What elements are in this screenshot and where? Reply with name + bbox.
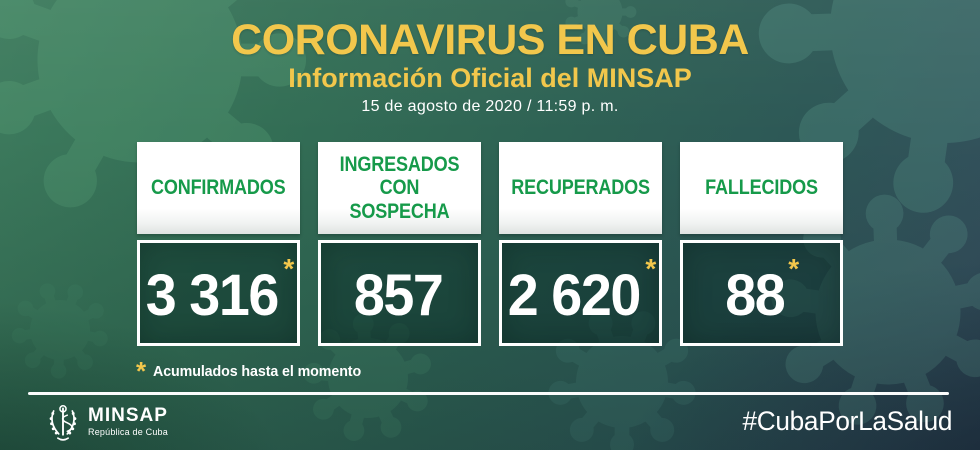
minsap-logo-text: MINSAP República de Cuba xyxy=(88,406,168,438)
confirmados-value-box: 3 316 * xyxy=(137,240,300,346)
page-subtitle: Información Oficial del MINSAP xyxy=(288,63,692,93)
ingresados-value-box: 857 xyxy=(318,240,481,346)
ingresados-label: INGRESADOS CON SOSPECHA xyxy=(339,153,460,223)
minsap-emblem-icon xyxy=(49,405,77,441)
fallecidos-asterisk: * xyxy=(788,253,800,284)
ingresados-value: 857 xyxy=(353,263,444,328)
confirmados-label: CONFIRMADOS xyxy=(151,176,286,200)
stat-card-confirmados: CONFIRMADOS 3 316 * xyxy=(137,142,300,346)
footnote: * Acumulados hasta el momento xyxy=(136,358,372,384)
report-datetime: 15 de agosto de 2020 / 11:59 p. m. xyxy=(361,98,619,115)
recuperados-label: RECUPERADOS xyxy=(511,176,650,200)
hashtag-cuba-por-la-salud: #CubaPorLaSalud xyxy=(742,406,952,436)
recuperados-value: 2 620 xyxy=(507,263,641,328)
footnote-text: Acumulados hasta el momento xyxy=(153,363,362,380)
recuperados-value-box: 2 620 * xyxy=(499,240,662,346)
stat-card-recuperados: RECUPERADOS 2 620 * xyxy=(499,142,662,346)
recuperados-label-box: RECUPERADOS xyxy=(499,142,662,234)
recuperados-asterisk: * xyxy=(645,253,657,284)
header: CORONAVIRUS EN CUBA Información Oficial … xyxy=(0,18,980,115)
fallecidos-value-box: 88 * xyxy=(680,240,843,346)
confirmados-value: 3 316 xyxy=(145,263,279,328)
footnote-asterisk: * xyxy=(136,356,147,386)
confirmados-label-box: CONFIRMADOS xyxy=(137,142,300,234)
confirmados-asterisk: * xyxy=(283,253,295,284)
ingresados-label-box: INGRESADOS CON SOSPECHA xyxy=(318,142,481,234)
minsap-logo: MINSAP República de Cuba xyxy=(46,400,168,444)
stat-card-fallecidos: FALLECIDOS 88 * xyxy=(680,142,843,346)
page-title: CORONAVIRUS EN CUBA xyxy=(231,16,749,64)
fallecidos-label-box: FALLECIDOS xyxy=(680,142,843,234)
stats-cards-row: CONFIRMADOS 3 316 * INGRESADOS CON SOSPEC… xyxy=(0,142,980,346)
minsap-logo-name: MINSAP xyxy=(88,405,168,426)
minsap-logo-subtitle: República de Cuba xyxy=(88,427,168,437)
fallecidos-label: FALLECIDOS xyxy=(705,176,818,200)
footer-divider-line xyxy=(28,392,949,395)
fallecidos-value: 88 xyxy=(725,263,785,328)
stat-card-ingresados: INGRESADOS CON SOSPECHA 857 xyxy=(318,142,481,346)
